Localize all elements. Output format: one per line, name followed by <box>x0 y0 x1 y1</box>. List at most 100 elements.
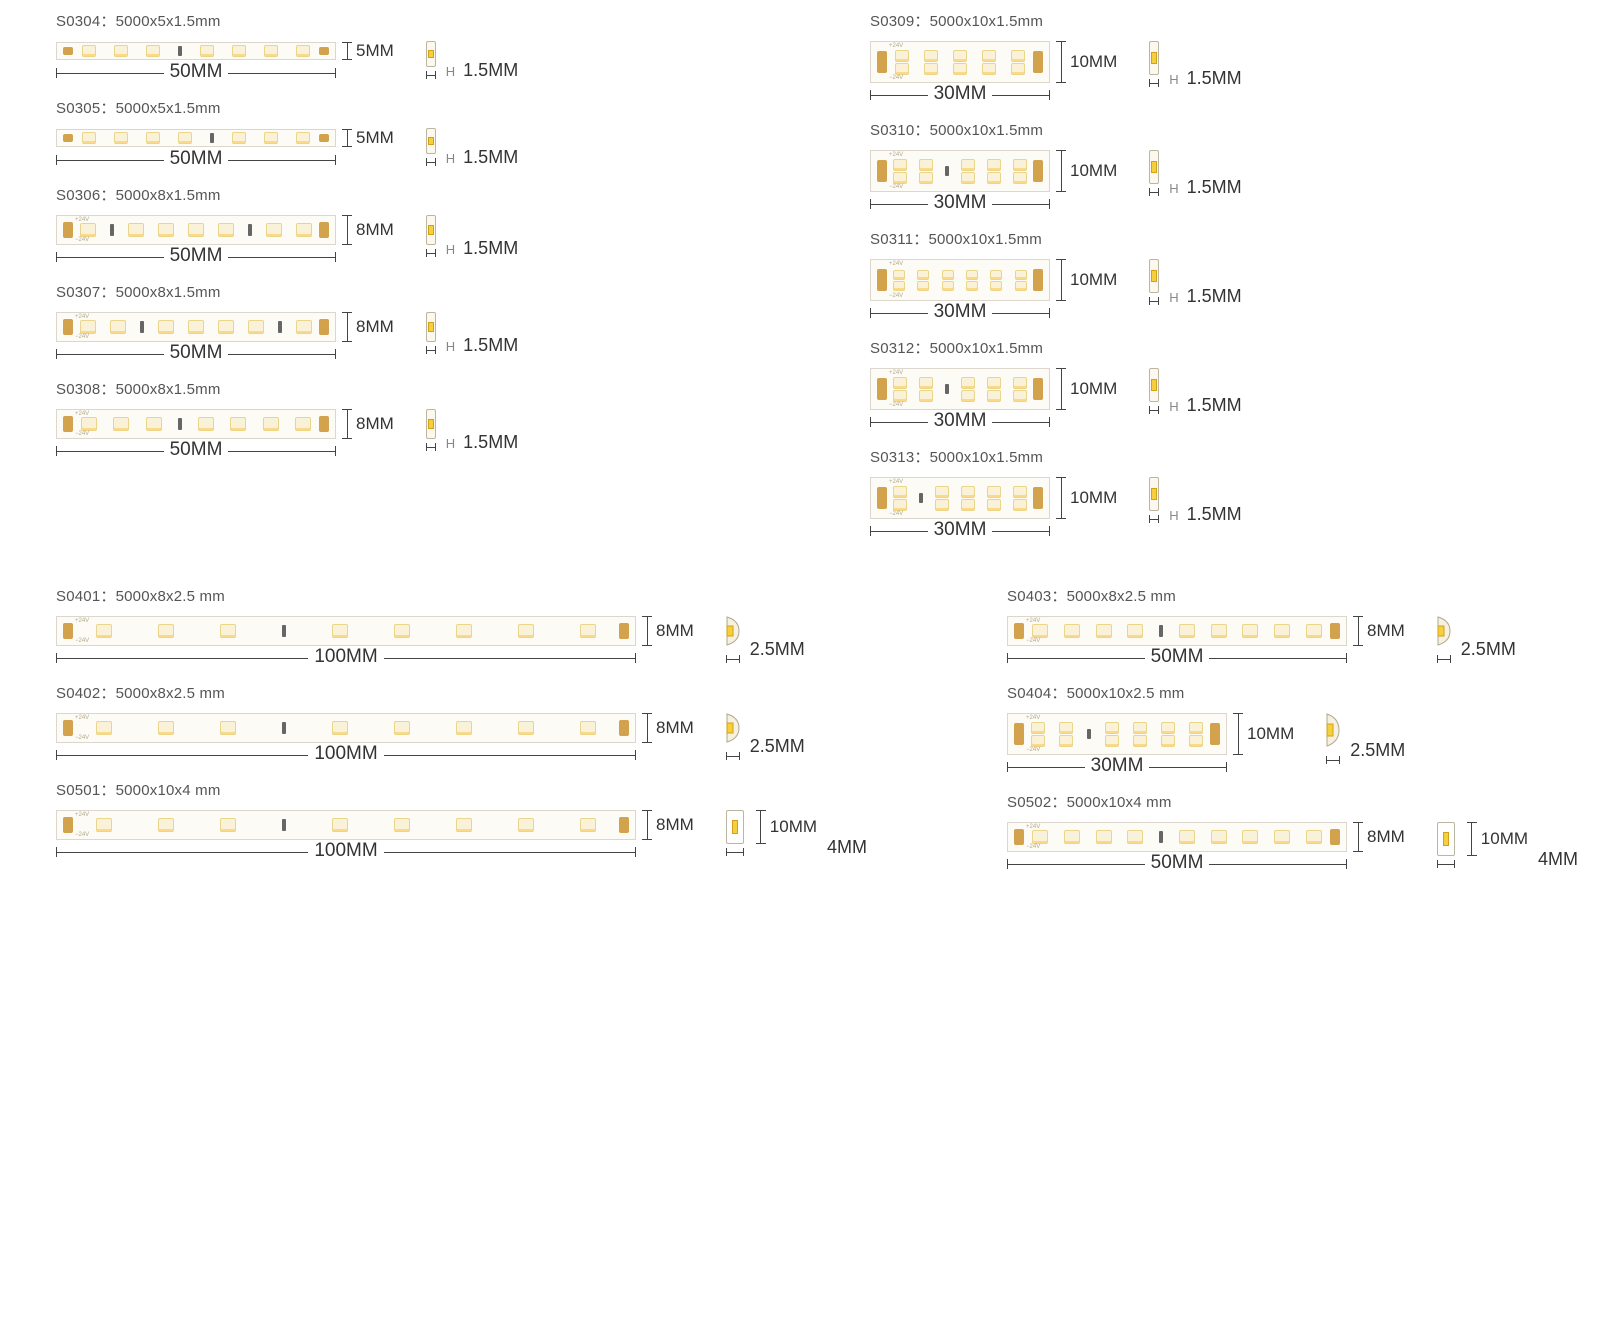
led-chip <box>942 270 954 280</box>
strip-end-pad <box>877 378 887 400</box>
sku-label: S0313：5000x10x1.5mm <box>870 446 1544 467</box>
resistor <box>140 321 144 333</box>
led-chip <box>456 818 472 832</box>
led-chip <box>248 320 264 334</box>
led-chip <box>935 486 949 498</box>
led-chip <box>893 499 907 511</box>
led-pair <box>1161 722 1175 747</box>
height-dimension: 10MM <box>1056 259 1117 301</box>
led-chip <box>1274 830 1290 844</box>
sku-label: S0401：5000x8x2.5 mm <box>56 585 867 606</box>
led-chip <box>961 390 975 402</box>
led-chip <box>188 320 204 334</box>
led-pair <box>1031 722 1045 747</box>
led-chip <box>158 818 174 832</box>
sku-label: S0304：5000x5x1.5mm <box>56 10 730 31</box>
led-chip <box>332 818 348 832</box>
sku-dims: 5000x8x1.5mm <box>116 284 221 301</box>
profile-flat <box>426 312 436 342</box>
strip-end-pad <box>319 47 329 56</box>
led-pair <box>1133 722 1147 747</box>
profile-chip <box>1151 379 1157 391</box>
profile-flat <box>426 41 436 67</box>
led-pair <box>987 159 1001 184</box>
strip-end-pad <box>1330 829 1340 844</box>
sku-dims: 5000x10x2.5 mm <box>1067 685 1185 702</box>
strip-end-pad <box>877 51 887 73</box>
led-row <box>73 130 319 146</box>
height-label: 10MM <box>1070 488 1117 508</box>
led-row <box>887 478 1033 518</box>
profile-width-tick <box>1437 655 1451 663</box>
led-strip: +24V−24V <box>1007 713 1227 755</box>
spec-row: +24V−24V8MM100MM10MM4MM <box>56 810 867 862</box>
led-chip <box>82 132 96 144</box>
strip-print-top: +24V <box>889 152 903 158</box>
thickness-label: 1.5MM <box>1187 177 1242 198</box>
width-dimension: 30MM <box>870 412 1050 432</box>
led-chip <box>1013 159 1027 171</box>
strip-print-top: +24V <box>75 411 89 417</box>
thickness-label: 2.5MM <box>750 639 805 660</box>
product-spec: S0311：5000x10x1.5mm+24V−24V10MM30MMH1.5M… <box>870 228 1544 323</box>
profile-width-tick <box>426 71 436 79</box>
strip-end-pad <box>1033 378 1043 400</box>
thickness-label: 2.5MM <box>1350 740 1405 761</box>
resistor <box>1087 729 1091 739</box>
resistor <box>1159 625 1163 637</box>
led-chip <box>1013 172 1027 184</box>
led-pair <box>987 377 1001 402</box>
right-column-1: S0309：5000x10x1.5mm+24V−24V10MM30MMH1.5M… <box>870 10 1544 555</box>
led-chip <box>966 270 978 280</box>
height-label: 8MM <box>656 621 694 641</box>
cross-section: H1.5MM <box>426 41 518 81</box>
strip-print-top: +24V <box>1026 715 1040 721</box>
thickness-label: 2.5MM <box>750 736 805 757</box>
sku-label: S0310：5000x10x1.5mm <box>870 119 1544 140</box>
led-chip <box>580 624 596 638</box>
led-chip <box>1032 830 1048 844</box>
sku-code: S0311： <box>870 231 928 248</box>
strip-end-pad <box>1033 160 1043 182</box>
strip-print-bot: −24V <box>75 735 89 741</box>
led-chip <box>110 320 126 334</box>
thickness-label: 2.5MM <box>1461 639 1516 660</box>
sku-label: S0307：5000x8x1.5mm <box>56 281 730 302</box>
led-chip <box>953 50 967 62</box>
strip-box: +24V−24V8MM50MM <box>56 215 394 267</box>
led-row <box>73 216 319 244</box>
led-pair <box>1011 50 1025 75</box>
led-strip: +24V−24V <box>1007 616 1347 646</box>
led-chip <box>96 624 112 638</box>
cross-section: H1.5MM <box>426 215 518 259</box>
strip-end-pad <box>63 817 73 832</box>
thickness-label: 1.5MM <box>1187 286 1242 307</box>
led-pair <box>961 159 975 184</box>
cross-section: H1.5MM <box>1149 41 1241 89</box>
height-label: 5MM <box>356 41 394 61</box>
led-strip: +24V−24V <box>870 259 1050 301</box>
height-label: 10MM <box>1247 724 1294 744</box>
strip-print-top: +24V <box>1026 824 1040 830</box>
led-chip <box>1274 624 1290 638</box>
strip-print-bot: −24V <box>75 832 89 838</box>
led-chip <box>81 417 97 431</box>
cross-section: 2.5MM <box>1326 713 1405 764</box>
strip-print-top: +24V <box>889 43 903 49</box>
width-dimension: 50MM <box>56 344 336 364</box>
profile-chip <box>1151 161 1157 173</box>
strip-end-pad <box>1014 829 1024 844</box>
strip-end-pad <box>319 416 329 431</box>
cross-section: H1.5MM <box>426 312 518 356</box>
profile-chip <box>428 50 434 58</box>
height-label: 10MM <box>770 817 817 837</box>
sku-dims: 5000x5x1.5mm <box>116 13 221 30</box>
profile-width-tick <box>1149 515 1159 523</box>
led-chip <box>263 417 279 431</box>
led-chip <box>966 281 978 291</box>
spec-row: +24V−24V8MM100MM2.5MM <box>56 713 867 765</box>
width-label: 50MM <box>164 61 229 83</box>
led-chip <box>518 721 534 735</box>
led-chip <box>114 45 128 57</box>
profile-chip <box>428 225 434 235</box>
